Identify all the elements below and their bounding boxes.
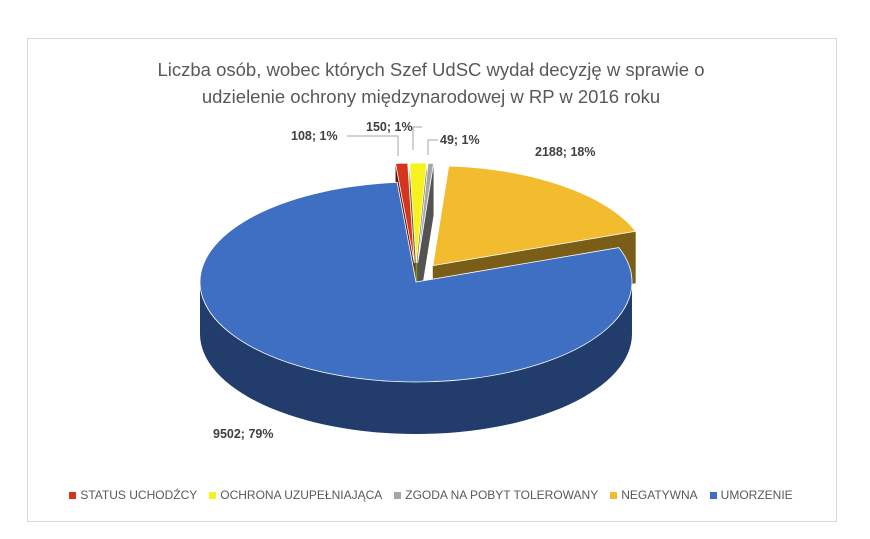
slice-ochrona-uzupelniajaca xyxy=(409,162,428,264)
slice-cut-zgoda-na-pobyt-1 xyxy=(417,163,434,316)
legend-label-umorzenie: UMORZENIE xyxy=(720,488,793,502)
legend-label-status-uchodzcy: STATUS UCHODŹCY xyxy=(80,488,198,502)
slice-umorzenie xyxy=(199,181,633,383)
slice-negatywna xyxy=(432,165,637,267)
legend-item-umorzenie: UMORZENIE xyxy=(709,488,793,502)
legend-item-ochrona-uzupelniajaca: OCHRONA UZUPEŁNIAJĄCA xyxy=(209,488,382,502)
data-label-status-uchodzcy: 108; 1% xyxy=(291,129,338,143)
legend-item-negatywna: NEGATYWNA xyxy=(610,488,698,502)
chart-title-line-2: udzielenie ochrony międzynarodowej w RP … xyxy=(201,86,661,107)
leader-line-status-uchodzcy xyxy=(347,135,399,156)
data-label-zgoda-na-pobyt: 49; 1% xyxy=(440,133,480,147)
chart-legend: STATUS UCHODŹCY OCHRONA UZUPEŁNIAJĄCA ZGOD… xyxy=(27,488,835,502)
data-label-umorzenie: 9502; 79% xyxy=(213,427,273,441)
slice-status-uchodzcy xyxy=(395,162,415,264)
slice-wall-umorzenie xyxy=(200,282,632,434)
slice-zgoda-na-pobyt xyxy=(417,162,435,264)
legend-swatch-negatywna xyxy=(610,491,618,499)
legend-label-negatywna: NEGATYWNA xyxy=(621,488,698,502)
legend-label-zgoda-na-pobyt: ZGODA NA POBYT TOLEROWANY xyxy=(405,488,599,502)
data-label-ochrona-uzupelniajaca: 150; 1% xyxy=(366,120,413,134)
data-labels: 108; 1% 150; 1% 49; 1% 2188; 18% 9502; 79% xyxy=(213,120,595,441)
legend-swatch-status-uchodzcy xyxy=(69,491,77,499)
legend-item-status-uchodzcy: STATUS UCHODŹCY xyxy=(69,488,197,502)
chart-title: Liczba osób, wobec których Szef UdSC wyd… xyxy=(27,56,835,110)
legend-swatch-zgoda-na-pobyt xyxy=(394,491,402,499)
leader-line-ochrona-uzupelniajaca xyxy=(412,126,422,150)
legend-swatch-ochrona-uzupelniajaca xyxy=(209,491,217,499)
legend-swatch-umorzenie xyxy=(709,491,717,499)
data-label-negatywna: 2188; 18% xyxy=(535,145,595,159)
legend-label-ochrona-uzupelniajaca: OCHRONA UZUPEŁNIAJĄCA xyxy=(220,488,383,502)
leader-line-zgoda-na-pobyt xyxy=(427,139,438,155)
pie-tops xyxy=(199,162,637,383)
legend-item-zgoda-na-pobyt: ZGODA NA POBYT TOLEROWANY xyxy=(394,488,598,502)
chart-title-line-1: Liczba osób, wobec których Szef UdSC wyd… xyxy=(157,59,705,80)
